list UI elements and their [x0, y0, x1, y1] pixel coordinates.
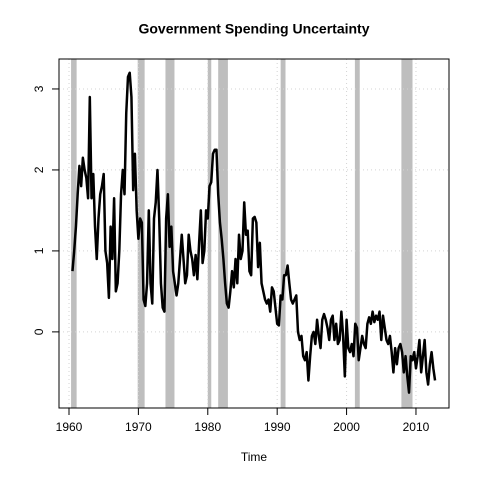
shaded-period [280, 59, 286, 408]
y-tick-label: 1 [32, 247, 46, 254]
x-tick-label: 1980 [194, 420, 221, 434]
shaded-period [71, 59, 77, 408]
x-tick-label: 1960 [56, 420, 83, 434]
shaded-period [207, 59, 212, 408]
x-axis-label: Time [241, 450, 268, 464]
chart-title: Government Spending Uncertainty [138, 21, 369, 37]
shaded-period [401, 59, 413, 408]
x-tick-label: 2010 [403, 420, 430, 434]
plot-frame [58, 58, 450, 409]
y-tick-label: 2 [32, 166, 46, 173]
y-tick-label: 3 [32, 85, 46, 92]
shaded-period [354, 59, 360, 408]
x-tick-label: 1970 [125, 420, 152, 434]
shaded-period [218, 59, 228, 408]
x-tick-label: 2000 [333, 420, 360, 434]
x-tick-label: 1990 [264, 420, 291, 434]
line [71, 71, 437, 394]
y-tick-label: 0 [32, 328, 46, 335]
